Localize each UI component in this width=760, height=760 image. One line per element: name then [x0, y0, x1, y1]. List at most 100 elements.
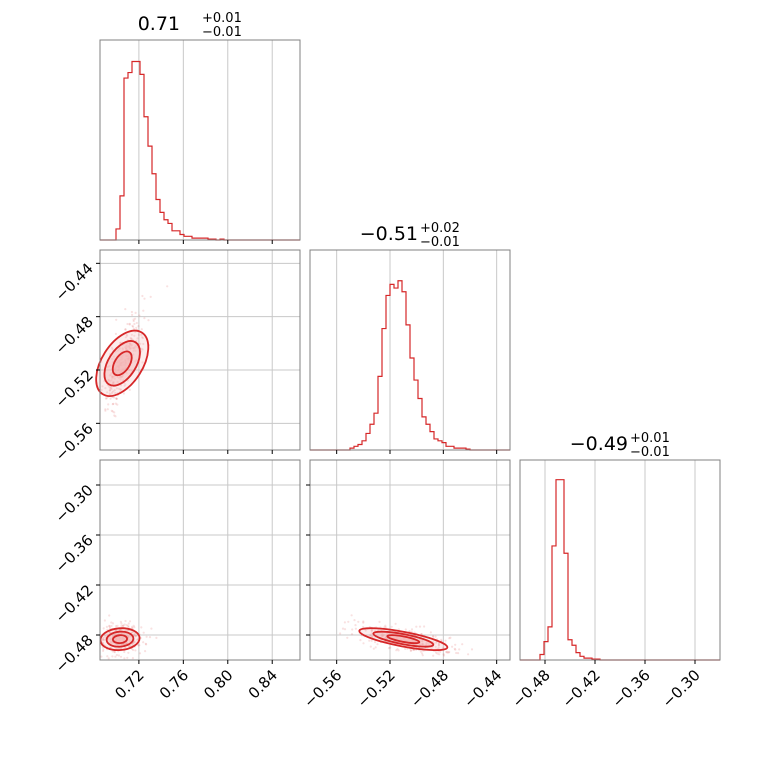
scatter-point [112, 376, 115, 379]
scatter-point [454, 648, 457, 651]
scatter-point [132, 353, 135, 356]
scatter-point [112, 390, 115, 393]
hist-2-frame [519, 459, 721, 661]
hist-2-xlabel-3: −0.30 [659, 666, 704, 711]
scatter-point [127, 624, 130, 628]
scatter-point [132, 318, 135, 321]
scatter-point [111, 403, 114, 406]
scatter-point [128, 645, 131, 648]
scatter-point [125, 347, 128, 350]
scatter-point [133, 633, 136, 636]
scatter-point [121, 348, 124, 351]
scatter-point [421, 642, 424, 646]
scatter-point [136, 337, 139, 340]
scatter-point [123, 657, 126, 660]
scatter-point [121, 347, 124, 350]
scatter-point [101, 385, 104, 388]
scatter-point [448, 650, 451, 654]
scatter-point [116, 349, 119, 352]
scatter-point [384, 636, 387, 640]
scatter-point [126, 348, 129, 351]
scatter-point [108, 614, 111, 617]
scatter-point [442, 654, 446, 657]
scatter-point [125, 642, 128, 645]
scatter-point [117, 654, 120, 657]
scatter-point [129, 336, 132, 340]
scatter-point [381, 632, 384, 636]
scatter-point [103, 636, 106, 639]
title-param-2-upper: +0.01 [630, 431, 670, 446]
scatter-point [138, 644, 141, 647]
scatter-point [121, 632, 124, 635]
scatter-point [467, 653, 470, 656]
scatter-point [455, 651, 458, 655]
scatter-point [132, 349, 135, 352]
scatter-point [120, 622, 123, 625]
scatter-point [145, 635, 148, 638]
scatter-point [150, 627, 153, 630]
scatter-point [142, 641, 145, 644]
scatter-point [370, 639, 373, 642]
hist-2-xlabel-1: −0.42 [559, 666, 604, 711]
scatter-point [111, 375, 114, 378]
scatter-point [102, 649, 105, 653]
title-param-2-value: −0.49 [570, 433, 628, 455]
scatter-point [116, 403, 119, 406]
scatter-point [134, 360, 137, 363]
pair-1-2-xlabel-2: −0.48 [407, 666, 452, 711]
title-param-1-upper: +0.02 [420, 221, 460, 236]
scatter-point [124, 328, 127, 331]
scatter-point [105, 397, 108, 400]
scatter-point [359, 639, 362, 642]
scatter-point [437, 644, 441, 647]
scatter-point [141, 294, 144, 298]
scatter-point [134, 349, 137, 352]
scatter-point [424, 644, 428, 647]
scatter-point [119, 388, 122, 391]
scatter-point [362, 642, 365, 645]
hist-1-steps [310, 280, 510, 451]
scatter-point [128, 344, 131, 348]
scatter-point [115, 653, 118, 657]
scatter-point [103, 634, 106, 637]
scatter-point [114, 402, 117, 405]
scatter-point [408, 630, 411, 633]
pair-0-2-contour-2 [112, 634, 128, 645]
scatter-point [119, 375, 122, 378]
scatter-point [133, 347, 136, 350]
scatter-point [127, 346, 130, 349]
scatter-point [132, 346, 135, 349]
scatter-point [130, 369, 133, 372]
scatter-point [124, 619, 127, 623]
scatter-point [439, 650, 442, 653]
scatter-point [132, 319, 135, 323]
scatter-point [107, 657, 110, 660]
scatter-point [120, 376, 123, 379]
scatter-point [434, 635, 437, 638]
scatter-point [395, 649, 398, 652]
scatter-point [106, 655, 109, 658]
scatter-point [128, 345, 131, 348]
scatter-point [123, 346, 127, 349]
scatter-point [116, 643, 119, 647]
scatter-point [139, 342, 142, 345]
scatter-point [343, 621, 346, 624]
scatter-point [119, 655, 123, 658]
scatter-point [115, 318, 118, 321]
hist-2-xlabel-2: −0.36 [609, 666, 654, 711]
scatter-point [410, 628, 414, 631]
scatter-point [134, 317, 137, 320]
scatter-point [130, 344, 133, 347]
scatter-point [381, 635, 384, 638]
scatter-point [425, 642, 428, 645]
title-param-2-lower: −0.01 [630, 445, 670, 460]
scatter-point [454, 643, 457, 646]
scatter-point [385, 637, 388, 640]
scatter-point [108, 374, 111, 377]
scatter-point [122, 624, 125, 627]
scatter-point [119, 341, 122, 344]
scatter-point [130, 337, 133, 340]
scatter-point [119, 388, 122, 391]
scatter-point [343, 628, 347, 631]
scatter-point [384, 624, 387, 627]
